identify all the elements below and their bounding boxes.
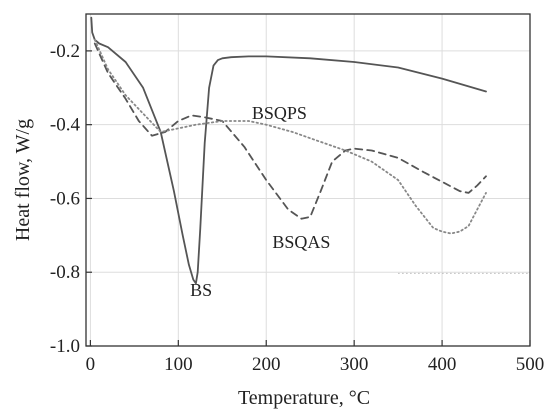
series-label-bsqas: BSQAS (272, 232, 330, 252)
y-tick-label: -1.0 (50, 336, 80, 357)
series-line-bsqas (93, 42, 487, 220)
x-tick-label: 300 (340, 354, 369, 375)
x-tick-label: 100 (164, 354, 193, 375)
x-tick-label: 500 (516, 354, 544, 375)
y-tick-label: -0.4 (50, 115, 81, 136)
y-tick-label: -0.2 (50, 41, 80, 62)
x-tick-label: 200 (252, 354, 281, 375)
series-line-bsqps (93, 38, 487, 235)
x-tick-label: 0 (86, 354, 96, 375)
plot-border (85, 13, 531, 347)
grid-layer (86, 14, 531, 347)
series-line-bs (90, 16, 487, 285)
y-tick-label: -0.6 (50, 188, 80, 209)
y-tick-label: -0.8 (50, 262, 80, 283)
series-layer (90, 16, 487, 285)
y-axis-title: Heat flow, W/g (12, 119, 34, 241)
tick-layer: 0 100 200 300 400 500 -1.0 -0.8 -0.6 -0.4 -0.2 (50, 41, 544, 375)
x-tick-label: 400 (428, 354, 457, 375)
series-label-bs: BS (190, 280, 212, 300)
plot-frame (85, 13, 531, 347)
series-label-bsqps: BSQPS (252, 103, 307, 123)
annotation-layer: BS BSQAS BSQPS (190, 103, 330, 300)
x-axis-title: Temperature, °C (238, 387, 370, 409)
